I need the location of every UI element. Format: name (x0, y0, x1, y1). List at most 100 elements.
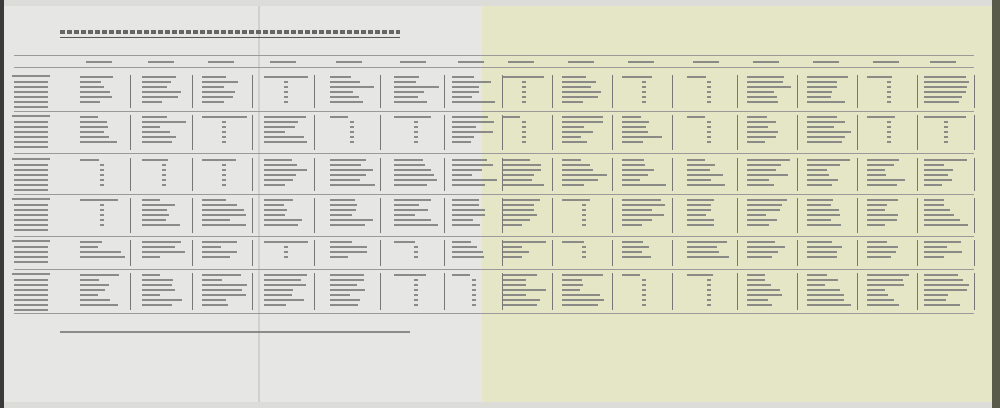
cell-text (472, 299, 476, 301)
cell-text (222, 179, 226, 181)
row-time (14, 101, 48, 103)
section-heading (12, 240, 50, 242)
cell-text (924, 86, 967, 88)
cell-text (414, 299, 418, 301)
cell-text (642, 81, 646, 83)
cell-text (222, 121, 226, 123)
cell-text (807, 304, 851, 306)
cell-text (924, 294, 948, 296)
column-divider (552, 75, 553, 108)
column-divider (974, 115, 975, 150)
column-divider (380, 75, 381, 108)
cell-text (807, 121, 845, 123)
cell-text (142, 116, 167, 118)
row-time (14, 164, 48, 166)
cell-text (867, 219, 897, 221)
row-time (14, 141, 48, 143)
column-header (270, 61, 296, 63)
cell-text (330, 81, 360, 83)
column-divider (857, 240, 858, 266)
cell-text (642, 86, 646, 88)
cell-text (414, 251, 418, 253)
column-divider (192, 198, 193, 233)
cell-text (472, 279, 476, 281)
cell-text (142, 86, 167, 88)
cell-text (562, 116, 603, 118)
cell-text (807, 86, 837, 88)
cell-text (100, 214, 104, 216)
cell-text (394, 164, 425, 166)
row-time (14, 81, 48, 83)
cell-text (202, 279, 222, 281)
cell-text (522, 96, 526, 98)
cell-text (162, 179, 166, 181)
cell-text (142, 256, 160, 258)
cell-text (562, 159, 581, 161)
cell-text (707, 91, 711, 93)
row-time (14, 304, 48, 306)
cell-text (202, 256, 230, 258)
cell-text (394, 219, 431, 221)
cell-text (887, 121, 891, 123)
cell-text (142, 76, 176, 78)
cell-text (867, 256, 891, 258)
cell-text (502, 224, 522, 226)
cell-text (707, 126, 711, 128)
cell-text (330, 246, 367, 248)
cell-text (284, 256, 288, 258)
cell-text (622, 131, 648, 133)
column-divider (857, 198, 858, 233)
cell-text (264, 279, 301, 281)
cell-text (452, 96, 472, 98)
cell-text (867, 204, 887, 206)
cell-text (222, 169, 226, 171)
cell-text (707, 304, 711, 306)
cell-text (142, 304, 172, 306)
cell-text (747, 91, 774, 93)
cell-text (747, 209, 780, 211)
cell-text (80, 121, 107, 123)
cell-text (80, 96, 112, 98)
cell-text (142, 136, 176, 138)
cell-text (747, 141, 765, 143)
cell-text (330, 86, 374, 88)
cell-text (807, 214, 840, 216)
cell-text (330, 164, 361, 166)
cell-text (330, 91, 353, 93)
cell-text (687, 164, 715, 166)
cell-text (80, 279, 99, 281)
column-divider (252, 198, 253, 233)
cell-text (394, 179, 437, 181)
cell-text (142, 294, 160, 296)
cell-text (622, 214, 664, 216)
cell-text (622, 224, 642, 226)
cell-text (472, 294, 476, 296)
column-header (873, 61, 899, 63)
cell-text (330, 294, 350, 296)
cell-text (867, 214, 898, 216)
cell-text (562, 131, 593, 133)
cell-text (924, 251, 962, 253)
row-time (14, 309, 48, 311)
cell-text (414, 304, 418, 306)
cell-text (264, 224, 298, 226)
cell-text (264, 76, 308, 78)
column-divider (672, 115, 673, 150)
cell-text (202, 91, 235, 93)
cell-text (394, 214, 415, 216)
cell-text (807, 91, 832, 93)
cell-text (222, 131, 226, 133)
cell-text (264, 299, 304, 301)
cell-text (807, 101, 845, 103)
cell-text (924, 81, 969, 83)
column-divider (314, 158, 315, 191)
cell-text (202, 199, 226, 201)
cell-text (807, 224, 841, 226)
cell-text (142, 199, 160, 201)
cell-text (687, 174, 723, 176)
column-divider (737, 273, 738, 310)
cell-text (807, 174, 829, 176)
cell-text (264, 179, 293, 181)
cell-text (642, 304, 646, 306)
cell-text (622, 141, 643, 143)
